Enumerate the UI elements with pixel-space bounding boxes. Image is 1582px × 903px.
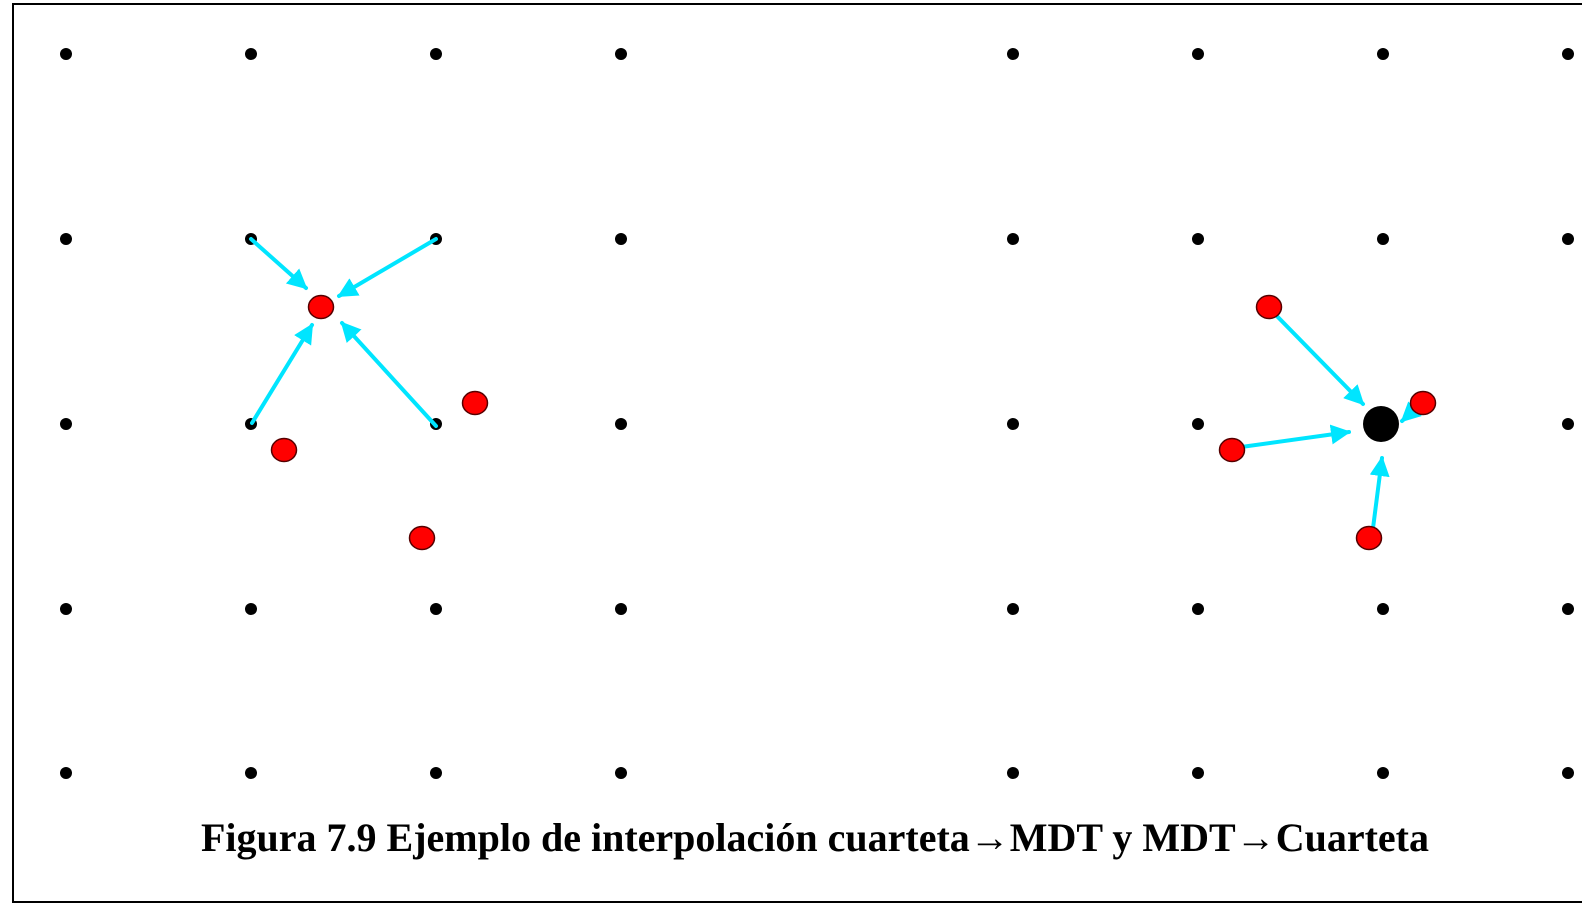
interpolation-arrow [337, 237, 438, 298]
sample-point [461, 390, 489, 416]
sample-point [408, 525, 436, 551]
grid-node [615, 233, 627, 245]
grid-node [245, 603, 257, 615]
grid-node [1007, 418, 1019, 430]
grid-node [1192, 767, 1204, 779]
grid-node [1007, 233, 1019, 245]
grid-node [60, 767, 72, 779]
grid-node [430, 767, 442, 779]
grid-node [430, 48, 442, 60]
sample-point [1355, 525, 1383, 551]
figure-caption: Figura 7.9 Ejemplo de interpolación cuar… [201, 815, 1429, 860]
sample-point [1409, 390, 1437, 416]
grid-node [1562, 48, 1574, 60]
grid-node [1377, 48, 1389, 60]
grid-node [245, 48, 257, 60]
grid-node [1192, 603, 1204, 615]
interpolation-arrow [1232, 424, 1351, 450]
interpolation-arrow [250, 323, 314, 425]
grid-node [1192, 48, 1204, 60]
grid-node [1192, 418, 1204, 430]
target-grid-node [1363, 406, 1399, 442]
grid-node [615, 767, 627, 779]
interpolation-arrows [249, 237, 1422, 538]
grid-node [60, 418, 72, 430]
interpolation-arrow [1369, 456, 1390, 538]
grid-node [1562, 603, 1574, 615]
grid-node [60, 233, 72, 245]
interpolation-arrow [340, 321, 438, 428]
sample-point [1218, 437, 1246, 463]
grid-node [1007, 48, 1019, 60]
grid-node [615, 603, 627, 615]
interpolation-arrow [249, 237, 308, 290]
target-node [1363, 406, 1399, 442]
grid-node [615, 418, 627, 430]
grid-node [1192, 233, 1204, 245]
grid-node [1007, 767, 1019, 779]
grid-node [245, 767, 257, 779]
sample-point [270, 437, 298, 463]
grid-node [1007, 603, 1019, 615]
grid-node [1377, 767, 1389, 779]
grid-node [615, 48, 627, 60]
grid-node [60, 603, 72, 615]
grid-node [1562, 767, 1574, 779]
grid-node [430, 603, 442, 615]
grid-node [1562, 418, 1574, 430]
grid-node [60, 48, 72, 60]
interpolation-arrow [1269, 308, 1365, 406]
grid-node [1562, 233, 1574, 245]
sample-points [270, 294, 1437, 551]
sample-point [307, 294, 335, 320]
sample-point [1255, 294, 1283, 320]
grid-node [1377, 233, 1389, 245]
grid-node [1377, 603, 1389, 615]
grid-nodes [60, 48, 1574, 779]
